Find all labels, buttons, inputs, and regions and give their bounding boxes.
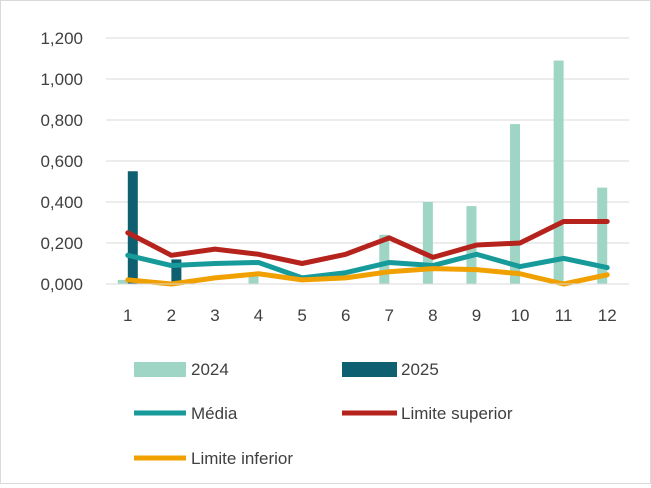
y-axis-ticks: 0,000 0,200 0,400 0,600 0,800 1,000 1,200 [40,29,83,294]
x-axis-ticks: 1 2 3 4 5 6 7 8 9 10 11 12 [123,306,617,325]
legend-item-limite-superior: Limite superior [342,404,513,423]
x-tick-label: 6 [341,306,350,325]
y-tick-label: 0,600 [40,152,83,171]
legend-item-limite-inferior: Limite inferior [134,449,293,468]
bar-2025 [127,171,138,284]
bar-2024 [597,187,608,284]
gridlines [106,37,629,244]
bar-2024 [553,60,564,284]
x-tick-label: 7 [385,306,394,325]
series-line-média [125,251,610,281]
legend-label-2025: 2025 [401,360,439,379]
y-tick-label: 0,800 [40,111,83,130]
x-tick-label: 10 [511,306,530,325]
series-line-limite-inferior [125,266,610,287]
bar-2025 [171,259,182,284]
legend-label-2024: 2024 [191,360,229,379]
bar-2024 [422,202,433,284]
x-tick-label: 12 [598,306,617,325]
y-tick-label: 1,200 [40,29,83,48]
y-tick-label: 1,000 [40,70,83,89]
x-tick-label: 9 [472,306,481,325]
legend: 2024 2025 Média Limite superior Limite i… [134,360,513,468]
y-tick-label: 0,200 [40,234,83,253]
x-tick-label: 4 [254,306,263,325]
legend-label-limite-superior: Limite superior [401,404,513,423]
bar-2024 [117,279,128,284]
bar-2024 [510,124,521,284]
legend-swatch-2025 [342,362,397,377]
bar-2024 [379,234,390,284]
y-tick-label: 0,400 [40,193,83,212]
x-tick-label: 11 [555,306,573,325]
y-tick-label: 0,000 [40,275,83,294]
x-tick-label: 1 [123,306,132,325]
x-tick-label: 2 [167,306,176,325]
series-lines [125,218,610,287]
bar-2024 [248,275,259,284]
legend-item-2025: 2025 [342,360,439,379]
legend-item-2024: 2024 [134,360,229,379]
legend-label-media: Média [191,404,238,423]
legend-label-limite-inferior: Limite inferior [191,449,293,468]
legend-item-media: Média [134,404,238,423]
x-tick-label: 8 [428,306,437,325]
x-tick-label: 5 [297,306,306,325]
legend-swatch-2024 [134,362,186,377]
x-tick-label: 3 [210,306,219,325]
series-line-limite-superior [125,218,610,266]
